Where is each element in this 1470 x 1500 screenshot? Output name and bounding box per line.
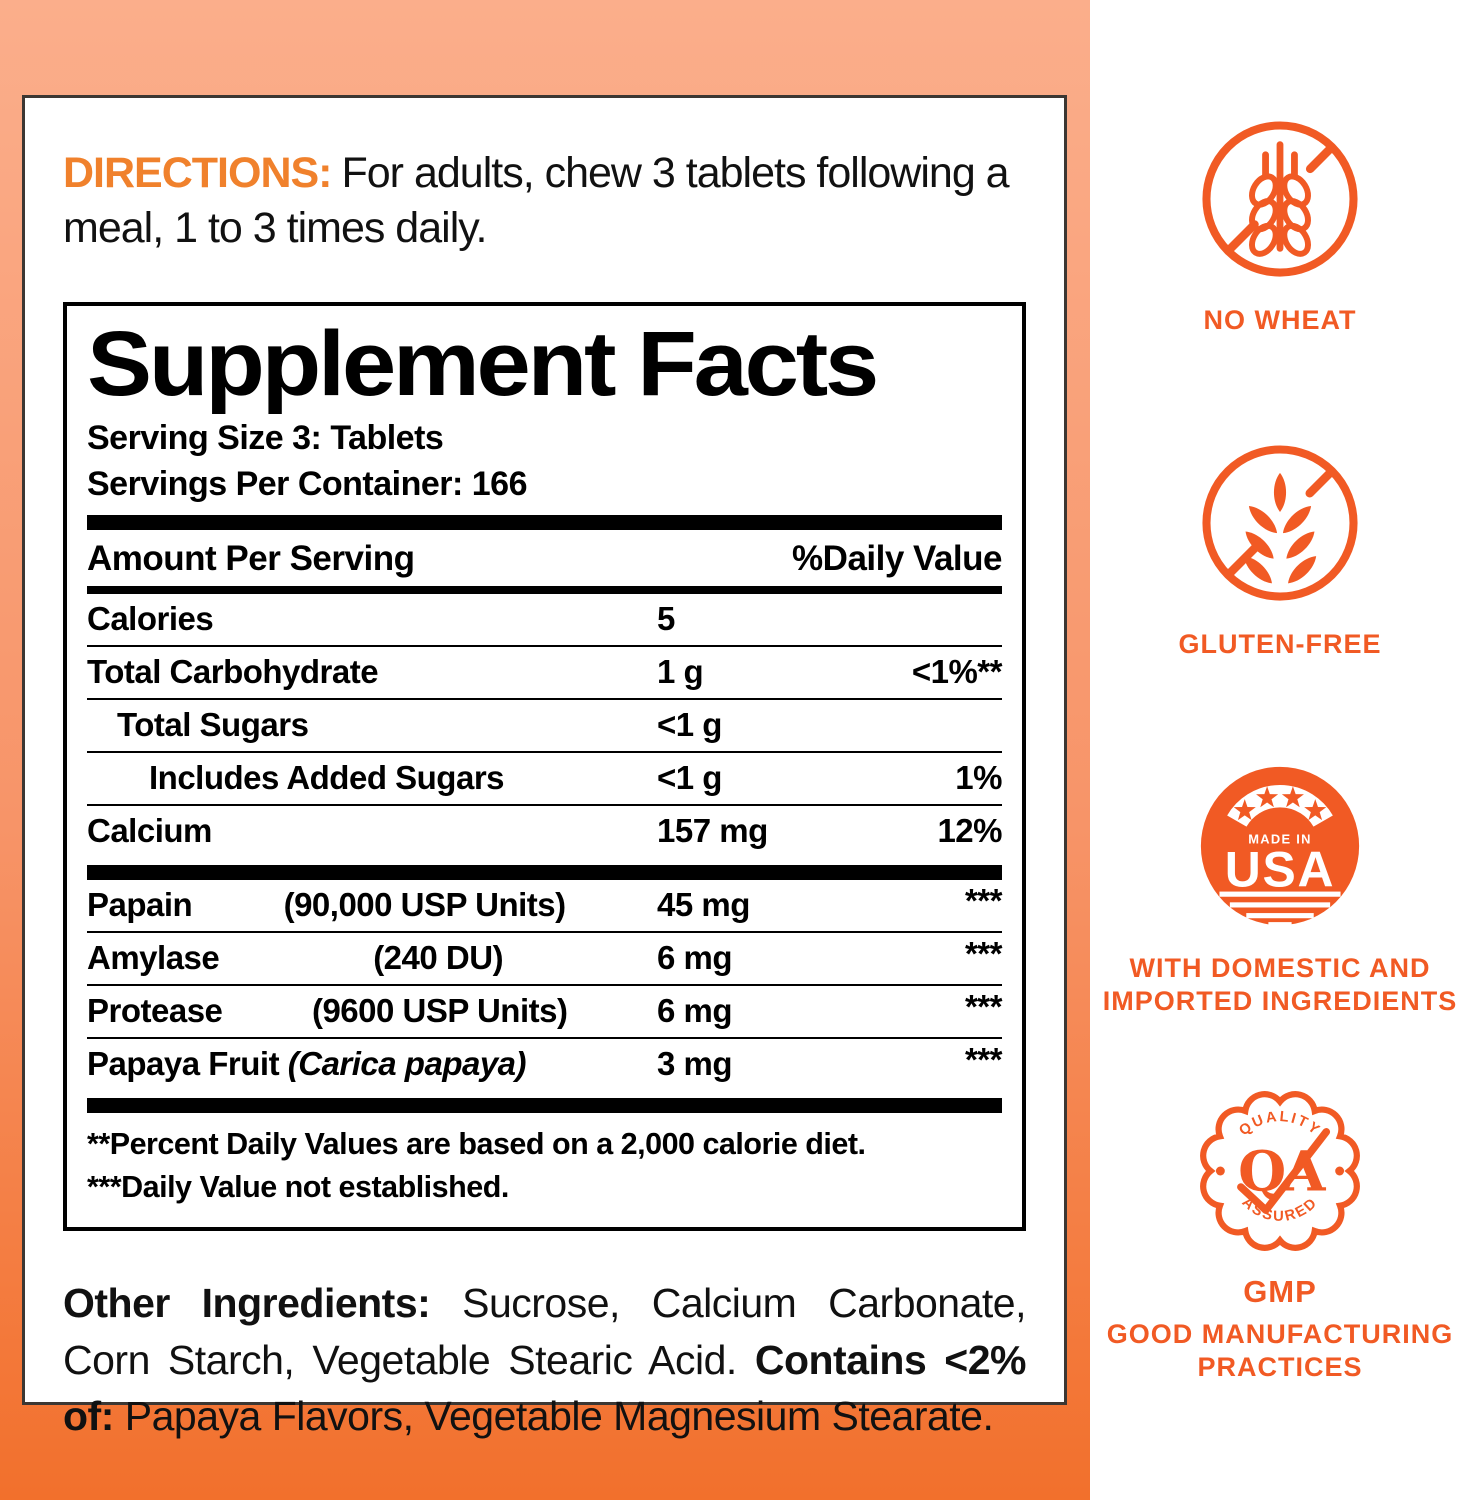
servings-per-container: Servings Per Container: 166 [87, 464, 528, 503]
badge-column: NO WHEAT GLUTEN-FREE [1090, 0, 1470, 1500]
badge-label-gmp: GOOD MANUFACTURING PRACTICES [1106, 1319, 1454, 1382]
supplement-facts-title: Supplement Facts [87, 313, 879, 416]
directions-label: DIRECTIONS: [63, 149, 332, 197]
fact-daily-value: *** [964, 987, 1003, 1025]
fact-detail: (240 DU) [373, 938, 504, 976]
badge-no-wheat: NO WHEAT [1090, 114, 1470, 337]
badge-made-in-usa: MADE IN USA WITH DOMESTIC AND IMPORTED I… [1090, 760, 1470, 1018]
qa-seal-quality-text: QUALITY [1236, 1109, 1321, 1139]
badge-label-made-in-usa: WITH DOMESTIC AND IMPORTED INGREDIENTS [1102, 953, 1458, 1016]
fact-daily-value: 1% [955, 758, 1002, 796]
fact-name: Calories [87, 600, 214, 638]
usa-seal-made-in-text: MADE IN [1248, 831, 1311, 846]
fact-detail: (9600 USP Units) [311, 991, 568, 1029]
fact-row: Protease (9600 USP Units) 6 mg *** [87, 983, 1003, 1037]
supplement-label-panel: DIRECTIONS: For adults, chew 3 tablets fo… [22, 95, 1067, 1439]
table-separator [87, 515, 1002, 531]
fact-daily-value: *** [964, 934, 1003, 972]
usa-seal-usa-text: USA [1225, 841, 1335, 897]
fact-amount: 5 [657, 600, 675, 638]
fact-amount: <1 g [657, 706, 722, 744]
fact-row: Includes Added Sugars <1 g 1% [87, 750, 1003, 804]
fact-amount: 157 mg [657, 811, 768, 849]
facts-table-rows: Calories 5 Total Carbohydrate 1 g <1%** Total… [87, 594, 1003, 1113]
fact-row: Total Sugars <1 g [87, 698, 1002, 751]
badge-title-gmp: GMP [1243, 1274, 1317, 1309]
quality-assured-seal-icon: QUALITY ASSURED QA [1200, 1091, 1360, 1251]
facts-footnotes: **Percent Daily Values are based on a 2,… [87, 1123, 1002, 1210]
fact-detail: (90,000 USP Units) [283, 885, 567, 923]
footnote-daily-values: **Percent Daily Values are based on a 2,… [87, 1126, 866, 1161]
fact-daily-value: *** [964, 881, 1003, 919]
fact-name: Protease [87, 991, 223, 1029]
badge-gluten-free: GLUTEN-FREE [1090, 438, 1470, 661]
table-separator [87, 1097, 1002, 1113]
fact-name: Total Carbohydrate [87, 653, 379, 691]
fact-amount: <1 g [657, 758, 722, 796]
fact-amount: 3 mg [657, 1044, 733, 1082]
column-daily-value: %Daily Value [792, 539, 1002, 579]
footnote-not-established: ***Daily Value not established. [87, 1169, 509, 1204]
fact-name: Includes Added Sugars [149, 758, 505, 796]
fact-row: Calcium 157 mg 12% [87, 803, 1003, 857]
fact-row: Total Carbohydrate 1 g <1%** [87, 645, 1003, 698]
directions-body: For adults, chew 3 tablets following a m… [63, 149, 1010, 253]
other-ingredients-heading: Other Ingredients: [63, 1280, 463, 1327]
other-ingredients-text: Other Ingredients: Sucrose, Calcium Carb… [63, 1275, 1027, 1445]
fact-name: Amylase [87, 938, 220, 976]
fact-name: Total Sugars [117, 706, 309, 744]
badge-label-no-wheat: NO WHEAT [1203, 305, 1357, 335]
badge-gmp: QUALITY ASSURED QA GMP GOOD MANUFACTURIN… [1090, 1082, 1470, 1384]
other-ingredients-list: Sucrose, Calcium Carbonate, Corn Starch,… [63, 1280, 1026, 1383]
other-ingredients-heading: Contains <2% of: [63, 1336, 1027, 1440]
no-wheat-icon [1202, 121, 1358, 277]
fact-row: Papaya Fruit (Carica papaya) 3 mg *** [87, 1036, 1003, 1090]
fact-amount: 6 mg [657, 991, 733, 1029]
fact-daily-value: <1%** [911, 653, 1003, 691]
fact-row: Calories 5 [87, 594, 1002, 645]
table-separator [87, 864, 1002, 880]
other-ingredients-list: Papaya Flavors, Vegetable Magnesium Stea… [124, 1393, 994, 1440]
fact-amount: 1 g [657, 653, 704, 691]
badge-label-gluten-free: GLUTEN-FREE [1178, 629, 1382, 659]
supplement-facts-box: Supplement Facts Serving Size 3: Tablets… [63, 302, 1026, 1232]
gluten-free-icon [1202, 445, 1358, 601]
fact-amount: 45 mg [657, 885, 750, 923]
facts-table-header: Amount Per Serving %Daily Value [87, 530, 1002, 586]
fact-name: Calcium [87, 811, 212, 849]
fact-daily-value: 12% [937, 811, 1002, 849]
fact-amount: 6 mg [657, 938, 733, 976]
serving-size: Serving Size 3: Tablets [87, 419, 444, 458]
table-separator [87, 586, 1002, 595]
made-in-usa-seal-icon: MADE IN USA [1200, 766, 1360, 927]
svg-text:QUALITY: QUALITY [1236, 1109, 1323, 1139]
column-amount-per-serving: Amount Per Serving [87, 539, 415, 579]
fact-row: Amylase (240 DU) 6 mg *** [87, 930, 1003, 984]
directions-text: DIRECTIONS: For adults, chew 3 tablets fo… [63, 146, 1026, 256]
fact-daily-value: *** [964, 1040, 1003, 1078]
fact-row: Papain (90,000 USP Units) 45 mg *** [87, 880, 1003, 931]
fact-name: Papain [87, 885, 193, 923]
fact-name: Papaya Fruit (Carica papaya) [87, 1044, 527, 1082]
